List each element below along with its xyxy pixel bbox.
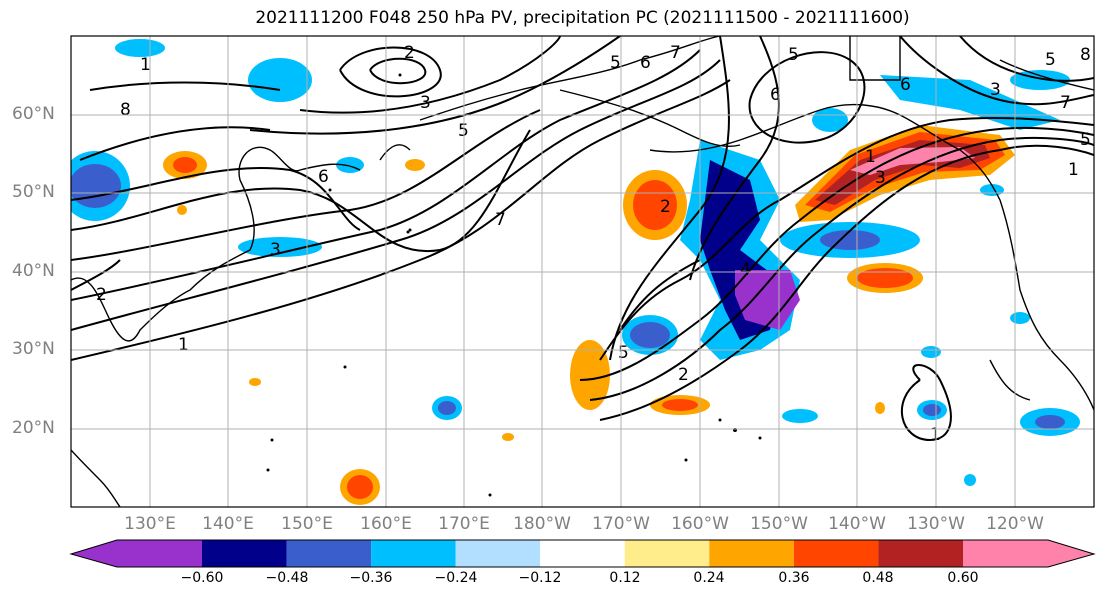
colorbar-segment	[878, 540, 963, 567]
contour-label: 5	[458, 121, 469, 141]
plot-frame	[70, 35, 1095, 508]
contour-label: 1	[1068, 160, 1079, 180]
contour-label: 5	[1045, 50, 1056, 70]
lon-label: 160°E	[360, 514, 412, 534]
colorbar-segment	[371, 540, 456, 567]
colorbar-tick-label: −0.24	[434, 570, 478, 586]
contour-label: 7	[1060, 93, 1071, 113]
lon-label: 140°W	[828, 514, 886, 534]
colorbar-segment	[793, 540, 879, 567]
contour-label: 3	[875, 168, 886, 188]
contour-label: 2	[678, 365, 689, 385]
contour-label: 4	[740, 260, 751, 280]
contour-label: 6	[900, 75, 911, 95]
colorbar-segment	[117, 540, 202, 567]
colorbar-tick-label: −0.12	[518, 570, 562, 586]
lon-label: 150°E	[281, 514, 333, 534]
contour-label: 6	[640, 53, 651, 73]
contour-label: 6	[318, 167, 329, 187]
colorbar-extend-left	[71, 540, 117, 567]
contour-label: 1	[140, 55, 151, 75]
lon-label: 140°E	[202, 514, 254, 534]
colorbar-outline	[69, 539, 1096, 568]
contour-label: 3	[990, 80, 1001, 100]
lon-label: 130°E	[124, 514, 176, 534]
lon-label: 120°W	[986, 514, 1044, 534]
lat-label: 30°N	[12, 339, 55, 359]
colorbar-tick-label: 0.48	[862, 570, 894, 586]
contour-label: 8	[1080, 45, 1091, 65]
contour-label: 5	[788, 45, 799, 65]
contour-label: 5	[618, 343, 629, 363]
colorbar-tick-label: 0.24	[693, 570, 725, 586]
colorbar-tick-label: 0.36	[778, 570, 810, 586]
graticule	[71, 36, 1094, 507]
contour-label: 5	[610, 53, 621, 73]
lat-label: 50°N	[12, 182, 55, 202]
contour-label: 3	[420, 93, 431, 113]
lat-label: 60°N	[12, 104, 55, 124]
contour-label: 2	[660, 197, 671, 217]
coastlines	[71, 36, 1094, 507]
colorbar-segment	[963, 540, 1048, 567]
colorbar-segment	[624, 540, 710, 567]
contour-label: 8	[120, 100, 131, 120]
contour-label: 1	[865, 147, 876, 167]
map-title: 2021111200 F048 250 hPa PV, precipitatio…	[255, 8, 910, 28]
colorbar	[69, 539, 1096, 568]
colorbar-segment	[202, 540, 287, 567]
lon-label: 130°W	[907, 514, 965, 534]
contour-label: 7	[495, 210, 506, 230]
lon-label: 170°E	[438, 514, 490, 534]
colorbar-tick-label: −0.60	[180, 570, 224, 586]
contour-label: 5	[1080, 130, 1091, 150]
contour-label: 6	[770, 85, 781, 105]
contour-label: 1	[930, 425, 941, 445]
colorbar-tick-label: −0.36	[349, 570, 393, 586]
lon-label: 160°W	[671, 514, 729, 534]
contour-labels: 2 3 5 6 7 8 1 5 6 7 5 6 8 7 3 6 2 1 2 5 …	[96, 43, 1091, 445]
lat-label: 20°N	[12, 418, 55, 438]
colorbar-tick-label: 0.60	[947, 570, 979, 586]
islands	[266, 73, 762, 497]
colorbar-segment	[455, 540, 541, 567]
colorbar-segment	[540, 540, 625, 567]
lon-label: 180°W	[513, 514, 571, 534]
colorbar-tick-label: −0.48	[265, 570, 309, 586]
colorbar-segment	[709, 540, 794, 567]
colorbar-tick-label: 0.12	[609, 570, 641, 586]
lon-label: 150°W	[750, 514, 808, 534]
contour-label: 2	[404, 43, 415, 63]
contour-label: 3	[270, 240, 281, 260]
contour-label: 1	[178, 335, 189, 355]
colorbar-extend-right	[1048, 540, 1094, 567]
lon-label: 170°W	[592, 514, 650, 534]
contour-label: 7	[670, 43, 681, 63]
lat-label: 40°N	[12, 261, 55, 281]
contour-label: 2	[96, 285, 107, 305]
colorbar-segment	[286, 540, 372, 567]
